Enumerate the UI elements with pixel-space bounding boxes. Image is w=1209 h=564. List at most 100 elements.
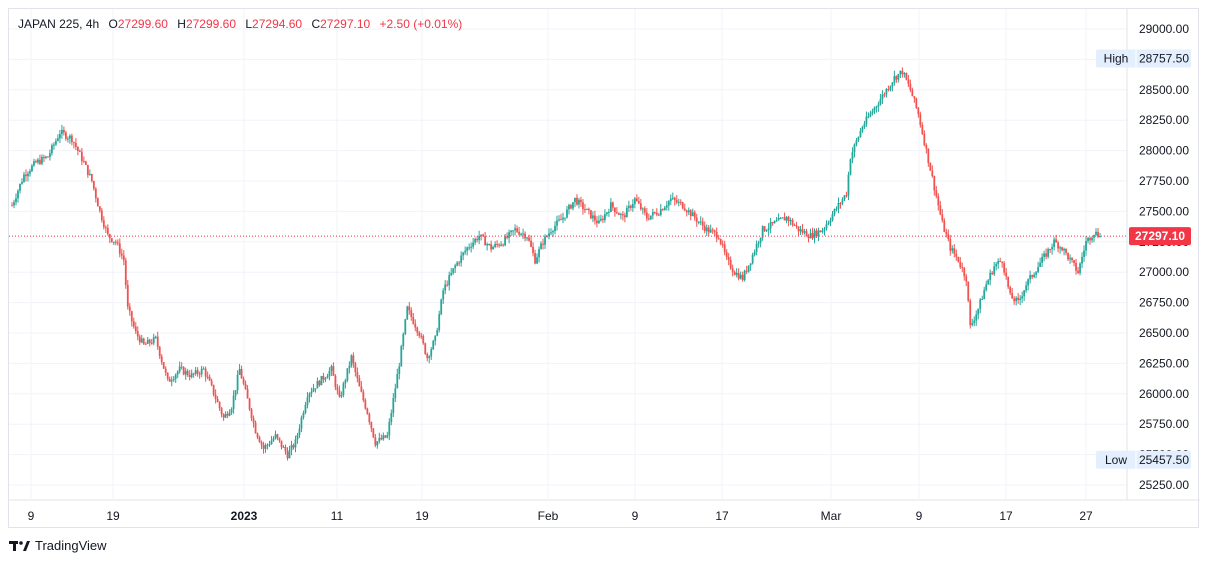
candlestick-chart[interactable]: 29000.0028750.0028500.0028250.0028000.00…: [9, 9, 1200, 529]
candle-body: [29, 171, 31, 174]
candle-body: [39, 159, 41, 164]
price-axis[interactable]: 29000.0028750.0028500.0028250.0028000.00…: [1096, 22, 1191, 492]
candle-body: [629, 205, 632, 208]
candle-body: [450, 272, 453, 276]
interval-label[interactable]: 4h: [85, 17, 100, 31]
candle-body: [352, 355, 355, 364]
price-tick-label: 27000.00: [1139, 265, 1189, 279]
candle-body: [775, 220, 778, 222]
candle-body: [412, 316, 415, 324]
candle-body: [881, 94, 884, 100]
candle-body: [801, 229, 804, 233]
candle-body: [631, 204, 634, 208]
candle-body: [166, 372, 169, 379]
candle-body: [124, 260, 127, 285]
candle-body: [927, 148, 930, 163]
candle-body: [88, 174, 91, 176]
candle-body: [338, 390, 341, 397]
symbol-name[interactable]: JAPAN 225: [18, 17, 80, 31]
candle-body: [617, 213, 620, 215]
candle-body: [448, 275, 451, 286]
candle-body: [204, 368, 207, 377]
candle-body: [1071, 257, 1073, 261]
candle-body: [641, 208, 644, 210]
price-tick-label: 26750.00: [1139, 296, 1189, 310]
time-tick-label: 17: [999, 509, 1013, 523]
candle-body: [266, 444, 269, 446]
candle-body: [997, 260, 1000, 264]
candle-body: [1033, 274, 1036, 277]
candle-body: [853, 144, 856, 153]
candle-body: [987, 280, 990, 285]
candle-body: [835, 208, 838, 210]
candle-body: [542, 243, 544, 245]
candle-body: [206, 376, 209, 378]
candle-body: [1077, 270, 1079, 274]
candle-body: [104, 227, 107, 229]
candle-body: [512, 230, 514, 232]
candle-body: [841, 199, 844, 204]
candle-body: [432, 340, 435, 350]
candle-body: [947, 234, 950, 240]
candle-body: [106, 227, 109, 235]
candle-body: [659, 209, 662, 215]
candle-body: [248, 398, 251, 410]
candle-body: [813, 230, 816, 239]
candle-body: [98, 206, 101, 211]
candle-body: [711, 229, 714, 231]
candle-body: [394, 388, 397, 399]
candle-body: [623, 215, 626, 218]
candle-body: [1023, 290, 1026, 297]
candle-body: [15, 198, 17, 203]
candle-body: [625, 207, 628, 218]
time-tick-label: 17: [715, 509, 729, 523]
candle-body: [372, 428, 375, 438]
candle-body: [907, 79, 910, 84]
candle-body: [843, 195, 846, 200]
candle-body: [685, 210, 688, 213]
candle-body: [37, 159, 39, 163]
candle-body: [983, 290, 986, 300]
candle-body: [875, 106, 878, 108]
candle-body: [891, 82, 894, 87]
candle-body: [973, 320, 976, 324]
candle-body: [590, 210, 592, 219]
candle-body: [47, 156, 49, 158]
chart-frame[interactable]: 29000.0028750.0028500.0028250.0028000.00…: [8, 8, 1200, 529]
candle-body: [130, 311, 133, 322]
candle-body: [356, 372, 359, 379]
candle-body: [677, 201, 680, 203]
price-tick-label: 26250.00: [1139, 356, 1189, 370]
time-tick-label: 19: [106, 509, 120, 523]
candle-body: [667, 201, 670, 206]
candle-body: [831, 214, 834, 221]
candle-body: [721, 243, 724, 245]
candle-body: [504, 236, 506, 246]
candle-body: [1083, 250, 1085, 257]
candle-body: [262, 444, 265, 449]
candle-body: [827, 222, 830, 225]
candle-body: [929, 162, 932, 171]
candle-body: [1009, 286, 1012, 293]
candle-body: [152, 337, 155, 344]
tradingview-brand[interactable]: TradingView: [9, 538, 107, 553]
brand-name: TradingView: [35, 538, 107, 553]
candle-body: [212, 384, 215, 395]
candle-body: [1091, 237, 1093, 241]
candle-body: [1069, 257, 1071, 260]
candle-body: [1099, 236, 1101, 238]
candle-body: [789, 220, 792, 222]
candle-body: [530, 240, 532, 247]
candle-body: [53, 144, 55, 146]
candle-body: [222, 414, 225, 418]
tradingview-logo-icon: [9, 540, 30, 551]
candle-body: [534, 253, 536, 264]
candle-body: [35, 161, 37, 163]
candle-body: [154, 336, 157, 338]
candle-body: [554, 225, 556, 232]
candle-body: [939, 205, 942, 215]
candle-body: [174, 374, 177, 379]
price-tick-label: 28250.00: [1139, 113, 1189, 127]
time-axis[interactable]: 9 19 2023 11 19 Feb 9 17 Mar 9 17 27: [28, 509, 1093, 523]
candle-body: [745, 270, 748, 272]
